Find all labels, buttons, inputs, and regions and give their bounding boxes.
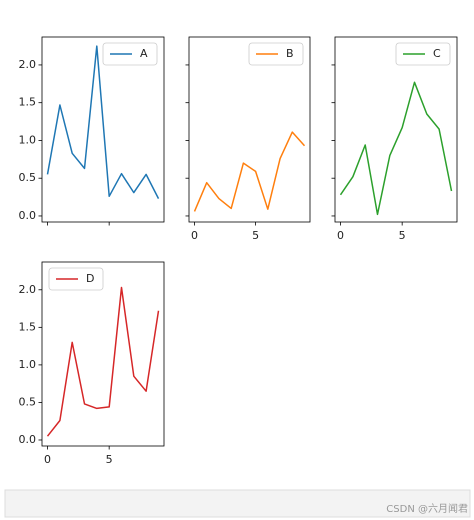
y-tick-label: 1.5 bbox=[19, 320, 37, 333]
x-tick-label: 5 bbox=[399, 229, 406, 242]
legend-label: A bbox=[140, 47, 148, 60]
y-tick-label: 1.0 bbox=[19, 133, 37, 146]
footer-bar bbox=[4, 489, 471, 518]
legend-label: D bbox=[86, 272, 94, 285]
legend-label: C bbox=[433, 47, 441, 60]
axes-frame bbox=[41, 36, 165, 223]
axes-frame bbox=[334, 36, 458, 223]
y-tick-label: 0.5 bbox=[19, 395, 37, 408]
y-tick-label: 0.0 bbox=[19, 209, 37, 222]
data-line bbox=[339, 81, 453, 216]
axes-frame bbox=[188, 36, 311, 223]
data-line bbox=[46, 286, 160, 437]
y-tick-label: 0.0 bbox=[19, 433, 37, 446]
data-line bbox=[46, 45, 160, 199]
x-tick-label: 0 bbox=[44, 453, 51, 466]
y-tick-label: 2.0 bbox=[19, 283, 37, 296]
x-tick-label: 0 bbox=[337, 229, 344, 242]
x-tick-label: 5 bbox=[252, 229, 259, 242]
y-tick-label: 0.5 bbox=[19, 171, 37, 184]
x-tick-label: 0 bbox=[191, 229, 198, 242]
axes-frame bbox=[41, 261, 165, 447]
data-line bbox=[193, 131, 306, 212]
watermark: CSDN @六月闻君 bbox=[386, 502, 468, 515]
y-tick-label: 1.5 bbox=[19, 96, 37, 109]
x-tick-label: 5 bbox=[106, 453, 113, 466]
y-tick-label: 2.0 bbox=[19, 58, 37, 71]
legend-label: B bbox=[286, 47, 294, 60]
y-tick-label: 1.0 bbox=[19, 358, 37, 371]
